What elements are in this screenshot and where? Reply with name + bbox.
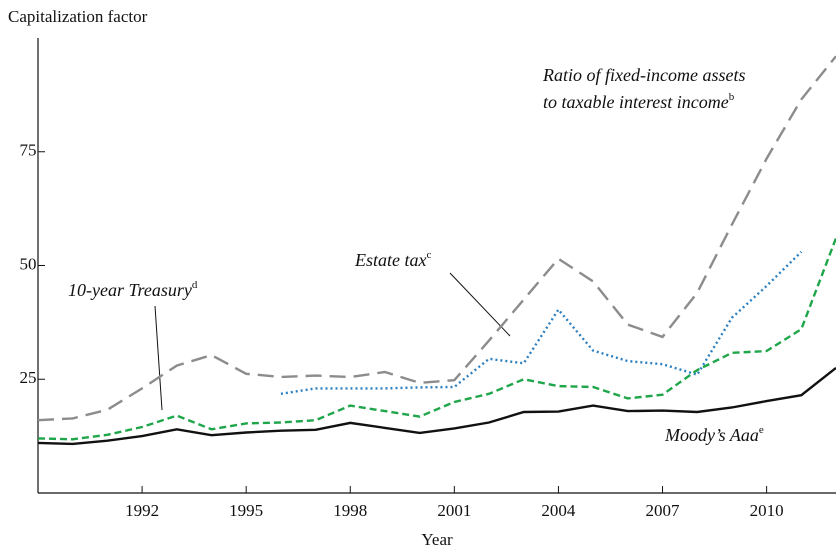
y-tick-label: 50 [20, 254, 37, 273]
annotation-text: Moody’s Aaa [664, 425, 759, 445]
annotation: Ratio of fixed-income assets [542, 65, 745, 85]
annotation-text: Estate tax [354, 250, 426, 270]
annotation: 10-year Treasuryd [68, 279, 198, 301]
y-tick-label: 75 [20, 141, 37, 160]
annotation-text: Ratio of fixed-income assets [542, 65, 745, 85]
y-axis-label: Capitalization factor [8, 7, 148, 26]
line-series [37, 366, 836, 446]
annotation-text: 10-year Treasury [68, 280, 192, 300]
annotation: to taxable interest incomeb [543, 91, 735, 113]
y-tick-label: 25 [20, 368, 37, 387]
annotation-sup: b [729, 91, 735, 103]
x-tick-label: 1995 [229, 501, 263, 520]
leader-line [154, 305, 163, 411]
x-tick-label: 2007 [646, 501, 681, 520]
line-series [280, 250, 803, 395]
x-axis-label: Year [421, 530, 453, 549]
leader-line [449, 272, 511, 337]
annotation: Estate taxc [354, 249, 431, 271]
annotation: Moody’s Aaae [664, 424, 764, 446]
x-tick-label: 2010 [750, 501, 784, 520]
line-series [37, 55, 836, 422]
annotation-sup: e [759, 424, 764, 436]
x-tick-label: 2001 [437, 501, 471, 520]
line-series [37, 237, 836, 441]
annotation-sup: c [426, 249, 431, 261]
x-tick-label: 1992 [125, 501, 159, 520]
annotation-text: to taxable interest income [543, 92, 729, 112]
x-tick-label: 2004 [541, 501, 576, 520]
annotation-sup: d [192, 279, 198, 291]
x-tick-label: 1998 [333, 501, 367, 520]
